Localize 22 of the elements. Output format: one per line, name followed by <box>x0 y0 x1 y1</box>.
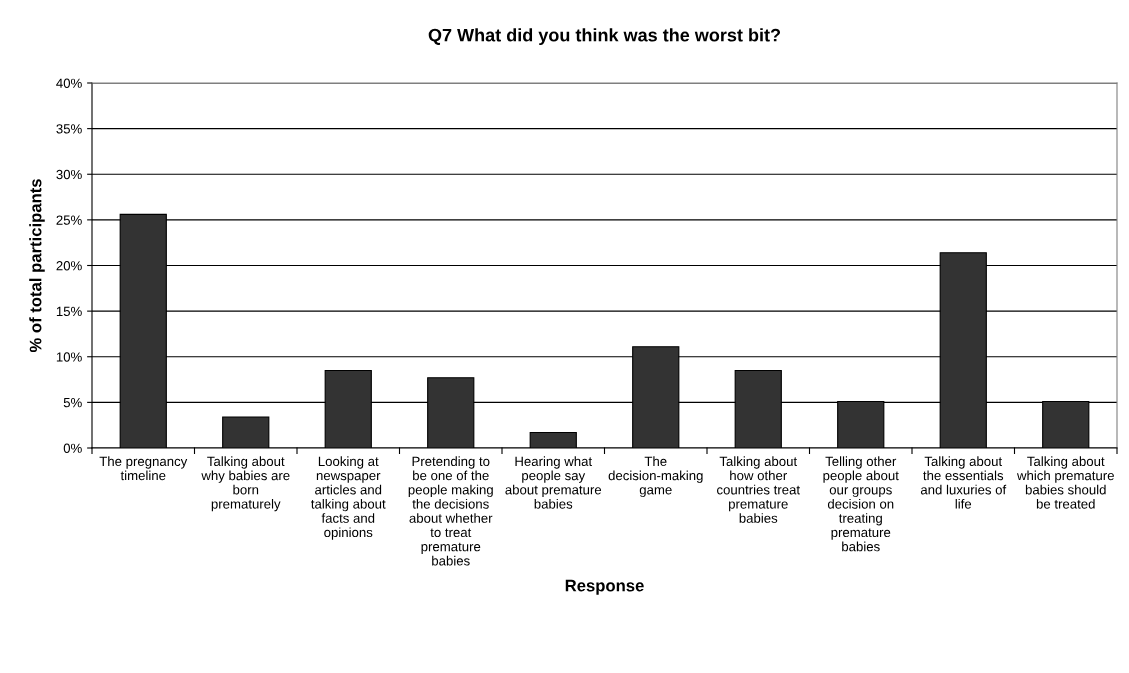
x-axis-title: Response <box>565 579 644 595</box>
y-tick-label: 35% <box>56 124 82 134</box>
x-tick-label: Talking about the essentials and luxuries of life <box>920 456 1007 509</box>
x-tick-label: Hearing what people say about premature babies <box>505 456 602 509</box>
x-tick-label: Telling other people about our groups decision on treating premature babies <box>823 456 899 552</box>
y-axis-title: % of total participants <box>29 179 45 353</box>
y-tick-label: 25% <box>56 215 82 225</box>
x-tick-label: The decision-making game <box>608 456 703 498</box>
y-tick-label: 0% <box>63 443 82 453</box>
x-tick-label: The pregnancy timeline <box>99 456 188 481</box>
y-tick-label: 30% <box>56 169 82 180</box>
y-tick-label: 15% <box>56 306 82 317</box>
x-tick-label: Looking at newspaper articles and talking about facts and opinions <box>311 456 386 540</box>
y-tick-label: 5% <box>63 398 82 408</box>
x-tick-label: Pretending to be one of the people making the decisions about whether to treat premature babies <box>408 456 493 566</box>
x-tick-label: Talking about why babies are born prematurely <box>201 456 290 512</box>
y-tick-label: 10% <box>56 352 82 362</box>
y-tick-label: 40% <box>56 78 82 88</box>
x-tick-label: Talking about which premature babies should be treated <box>1016 456 1114 509</box>
y-tick-label: 20% <box>56 261 82 271</box>
chart-title: Q7 What did you think was the worst bit? <box>428 28 781 46</box>
x-tick-label: Talking about how other countries treat premature babies <box>717 456 800 523</box>
